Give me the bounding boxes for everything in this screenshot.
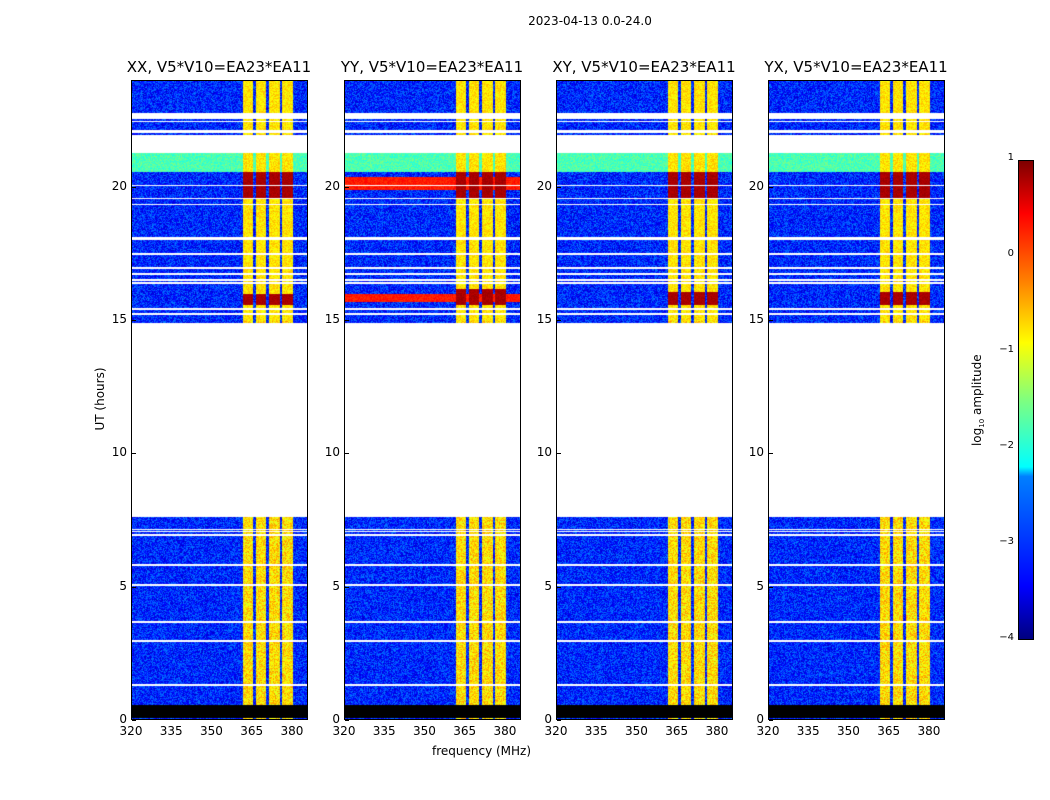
- x-tick-label: 350: [837, 724, 860, 738]
- y-tick-label: 10: [748, 445, 764, 460]
- y-tick-label: 15: [111, 312, 127, 326]
- x-tick-label: 350: [413, 724, 436, 738]
- y-tick-label: 20: [748, 178, 764, 193]
- y-tick-label: 0: [544, 712, 552, 726]
- x-tick-label: 365: [240, 724, 264, 738]
- y-tick-label: 5: [756, 578, 764, 593]
- colorbar-label-sub: 10: [978, 418, 987, 428]
- spectrogram-panel: [556, 80, 733, 720]
- heatmap-canvas: [769, 81, 944, 719]
- y-tick-mark: [557, 186, 561, 188]
- spectrogram-panel: [344, 80, 521, 720]
- colorbar-label-log: log: [969, 427, 984, 447]
- y-tick-label: 5: [544, 578, 552, 593]
- y-tick-mark: [557, 720, 561, 721]
- y-tick-label: 0: [332, 712, 340, 726]
- x-tick-label: 320: [544, 724, 568, 738]
- y-tick-mark: [345, 720, 349, 721]
- y-tick-label: 5: [332, 578, 340, 593]
- y-tick-label: 15: [748, 312, 764, 326]
- x-tick-label: 335: [796, 724, 820, 738]
- colorbar: [1018, 160, 1034, 640]
- y-tick-mark: [557, 586, 561, 588]
- y-tick-label: 0: [756, 712, 764, 726]
- y-tick-mark: [132, 186, 136, 188]
- y-tick-mark: [769, 186, 773, 188]
- spectrogram-panel: [131, 80, 308, 720]
- panel-title: YX, V5*V10=EA23*EA11: [764, 58, 948, 76]
- colorbar-tick-label: −1: [999, 344, 1014, 355]
- colorbar-tick-label: −3: [999, 536, 1014, 547]
- y-tick-mark: [132, 720, 136, 721]
- y-tick-mark: [769, 586, 773, 588]
- panel-title: XX, V5*V10=EA23*EA11: [126, 58, 312, 76]
- y-tick-label: 10: [111, 445, 127, 460]
- spectrogram-panel: [768, 80, 945, 720]
- x-tick-label: 350: [625, 724, 648, 738]
- y-tick-mark: [132, 453, 136, 455]
- y-tick-mark: [557, 320, 561, 321]
- y-tick-mark: [345, 186, 349, 188]
- y-tick-mark: [345, 320, 349, 321]
- y-tick-mark: [132, 320, 136, 321]
- colorbar-tick-label: 1: [1007, 152, 1014, 163]
- x-tick-label: 380: [280, 724, 304, 738]
- x-tick-label: 365: [665, 724, 689, 738]
- y-axis-label: UT (hours): [93, 367, 107, 431]
- y-tick-label: 20: [324, 178, 340, 193]
- x-tick-label: 320: [332, 724, 356, 738]
- y-tick-label: 15: [324, 312, 340, 326]
- x-tick-label: 380: [917, 724, 941, 738]
- y-tick-label: 0: [119, 712, 127, 726]
- colorbar-label-rest: amplitude: [969, 354, 984, 419]
- y-tick-mark: [769, 320, 773, 321]
- y-tick-label: 15: [536, 312, 552, 326]
- x-tick-label: 350: [200, 724, 223, 738]
- y-tick-label: 10: [536, 445, 552, 460]
- colorbar-label: log10 amplitude: [970, 340, 986, 460]
- y-tick-mark: [769, 720, 773, 721]
- y-tick-label: 5: [119, 578, 127, 593]
- panel-title: YY, V5*V10=EA23*EA11: [340, 58, 524, 76]
- x-tick-label: 335: [584, 724, 608, 738]
- colorbar-tick-label: 0: [1007, 248, 1014, 259]
- x-axis-label: frequency (MHz): [432, 744, 532, 758]
- figure-title: 2023-04-13 0.0-24.0: [528, 14, 652, 28]
- y-tick-mark: [345, 586, 349, 588]
- y-tick-mark: [769, 453, 773, 455]
- x-tick-label: 335: [372, 724, 396, 738]
- heatmap-canvas: [132, 81, 307, 719]
- x-tick-label: 365: [453, 724, 477, 738]
- colorbar-tick-label: −4: [999, 632, 1014, 643]
- y-tick-label: 20: [111, 178, 127, 193]
- x-tick-label: 380: [705, 724, 729, 738]
- y-tick-mark: [345, 453, 349, 455]
- y-tick-mark: [132, 586, 136, 588]
- heatmap-canvas: [557, 81, 732, 719]
- x-tick-label: 320: [756, 724, 780, 738]
- heatmap-canvas: [345, 81, 520, 719]
- x-tick-label: 380: [493, 724, 517, 738]
- x-tick-label: 365: [877, 724, 901, 738]
- y-tick-label: 10: [324, 445, 340, 460]
- y-tick-label: 20: [536, 178, 552, 193]
- x-tick-label: 320: [119, 724, 143, 738]
- colorbar-tick-label: −2: [999, 440, 1014, 451]
- panel-title: XY, V5*V10=EA23*EA11: [552, 58, 736, 76]
- x-tick-label: 335: [159, 724, 183, 738]
- y-tick-mark: [557, 453, 561, 455]
